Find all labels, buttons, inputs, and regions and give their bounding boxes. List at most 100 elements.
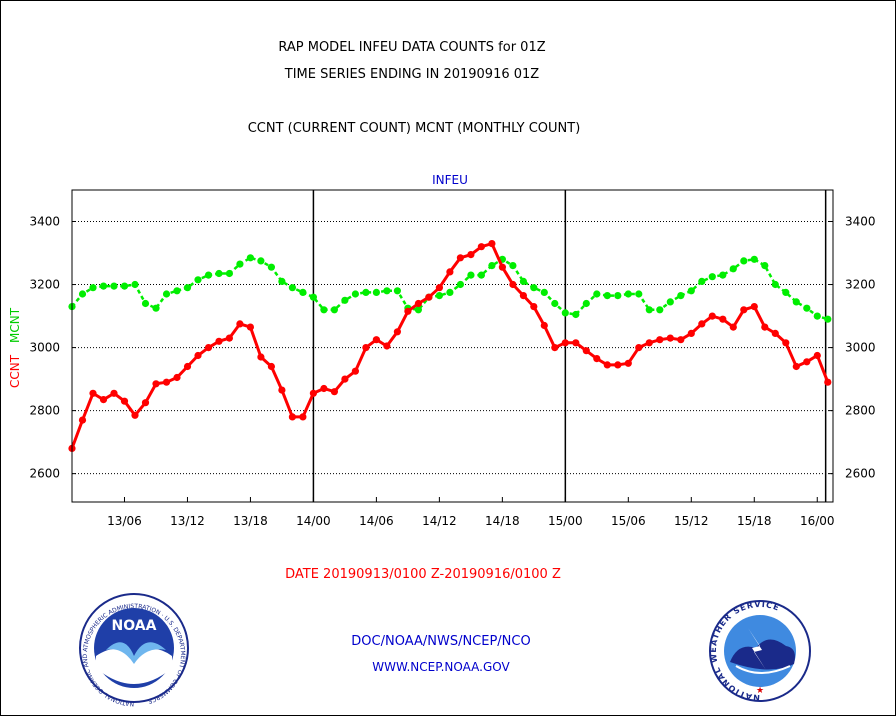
- data-point-ccnt: [89, 389, 97, 397]
- data-point-mcnt: [152, 304, 160, 312]
- data-point-mcnt: [488, 262, 496, 270]
- data-point-ccnt: [162, 378, 171, 386]
- data-point-mcnt: [362, 288, 370, 296]
- data-point-ccnt: [330, 388, 338, 396]
- data-point-ccnt: [152, 380, 160, 388]
- data-point-mcnt: [162, 290, 171, 298]
- data-point-ccnt: [509, 280, 517, 289]
- nws-logo: NATIONAL WEATHER SERVICE ★: [709, 600, 811, 702]
- data-point-mcnt: [561, 309, 569, 317]
- x-tick-label: 13/18: [233, 514, 268, 528]
- y-tick-label-left: 2800: [29, 404, 60, 418]
- data-point-ccnt: [299, 413, 307, 421]
- data-point-ccnt: [99, 396, 108, 404]
- data-point-ccnt: [614, 361, 622, 369]
- data-point-mcnt: [456, 280, 464, 289]
- y-tick-label-left: 3400: [29, 215, 60, 229]
- data-point-mcnt: [761, 262, 769, 270]
- data-point-ccnt: [120, 397, 129, 405]
- data-point-ccnt: [824, 378, 832, 386]
- data-point-ccnt: [593, 355, 601, 363]
- data-point-ccnt: [719, 315, 727, 323]
- y-tick-label-left: 3000: [29, 341, 60, 355]
- data-point-mcnt: [215, 269, 223, 278]
- data-point-ccnt: [488, 240, 496, 248]
- y-tick-label-right: 3200: [845, 278, 876, 292]
- data-point-mcnt: [99, 282, 108, 290]
- data-point-mcnt: [813, 312, 821, 320]
- data-point-ccnt: [635, 344, 643, 352]
- y-tick-label-left: 2600: [29, 467, 60, 481]
- data-point-ccnt: [372, 336, 380, 344]
- data-point-ccnt: [320, 384, 328, 393]
- data-point-ccnt: [383, 342, 391, 350]
- data-point-mcnt: [708, 273, 716, 281]
- data-point-mcnt: [603, 292, 611, 300]
- series-mcnt: [68, 254, 832, 323]
- data-point-mcnt: [614, 292, 622, 300]
- data-point-ccnt: [309, 389, 317, 397]
- x-tick-label: 15/18: [737, 514, 772, 528]
- data-point-ccnt: [194, 351, 202, 360]
- data-point-mcnt: [110, 282, 118, 290]
- data-point-ccnt: [257, 353, 265, 361]
- data-point-ccnt: [761, 323, 769, 331]
- data-point-ccnt: [750, 303, 758, 311]
- y-tick-label-right: 3000: [845, 341, 876, 355]
- data-point-ccnt: [782, 339, 790, 347]
- chart-subtitle: CCNT (CURRENT COUNT) MCNT (MONTHLY COUNT…: [248, 121, 581, 136]
- data-point-ccnt: [131, 411, 139, 419]
- data-point-ccnt: [603, 361, 611, 369]
- data-point-ccnt: [362, 344, 370, 352]
- data-point-mcnt: [446, 288, 454, 296]
- x-tick-label: 16/00: [800, 514, 835, 528]
- data-point-ccnt: [740, 306, 748, 314]
- data-point-mcnt: [383, 287, 391, 295]
- plot-frame: [71, 189, 834, 503]
- data-point-ccnt: [666, 334, 674, 342]
- ylabel-ccnt: CCNT: [8, 354, 22, 388]
- star-icon: ★: [756, 686, 764, 696]
- data-point-mcnt: [792, 298, 800, 306]
- x-tick-label: 14/12: [422, 514, 457, 528]
- data-point-ccnt: [246, 323, 254, 331]
- data-point-mcnt: [803, 304, 811, 312]
- x-tick-label: 15/00: [548, 514, 583, 528]
- data-point-mcnt: [677, 292, 685, 300]
- data-point-mcnt: [656, 306, 664, 314]
- data-point-ccnt: [414, 299, 422, 308]
- data-point-mcnt: [698, 277, 706, 285]
- data-point-ccnt: [561, 339, 569, 347]
- data-point-ccnt: [446, 268, 454, 276]
- data-point-ccnt: [530, 303, 538, 311]
- data-point-mcnt: [771, 280, 779, 289]
- data-point-ccnt: [519, 292, 528, 300]
- data-point-ccnt: [498, 263, 506, 271]
- data-point-mcnt: [120, 282, 129, 290]
- data-point-ccnt: [677, 336, 685, 344]
- data-point-ccnt: [225, 334, 233, 342]
- data-point-mcnt: [246, 254, 254, 262]
- data-point-ccnt: [572, 339, 580, 347]
- y-tick-label-right: 2800: [845, 404, 876, 418]
- data-point-ccnt: [341, 375, 349, 383]
- data-point-mcnt: [309, 293, 317, 301]
- data-point-mcnt: [540, 288, 548, 296]
- data-point-mcnt: [687, 287, 695, 295]
- data-point-mcnt: [131, 280, 139, 289]
- ylabel-mcnt: MCNT: [8, 307, 22, 343]
- data-point-mcnt: [551, 299, 559, 308]
- data-point-ccnt: [183, 362, 192, 371]
- data-point-ccnt: [551, 344, 559, 352]
- data-point-mcnt: [645, 306, 653, 314]
- data-point-mcnt: [257, 257, 265, 265]
- data-point-mcnt: [467, 271, 475, 279]
- data-point-ccnt: [456, 254, 464, 262]
- chart-title-line1: RAP MODEL INFEU DATA COUNTS for 01Z: [278, 40, 545, 55]
- data-point-ccnt: [351, 367, 359, 375]
- noaa-logo-name: NOAA: [112, 618, 157, 634]
- data-point-mcnt: [750, 255, 758, 263]
- data-point-mcnt: [729, 265, 737, 273]
- data-point-mcnt: [299, 288, 307, 296]
- series-layer: [68, 240, 832, 452]
